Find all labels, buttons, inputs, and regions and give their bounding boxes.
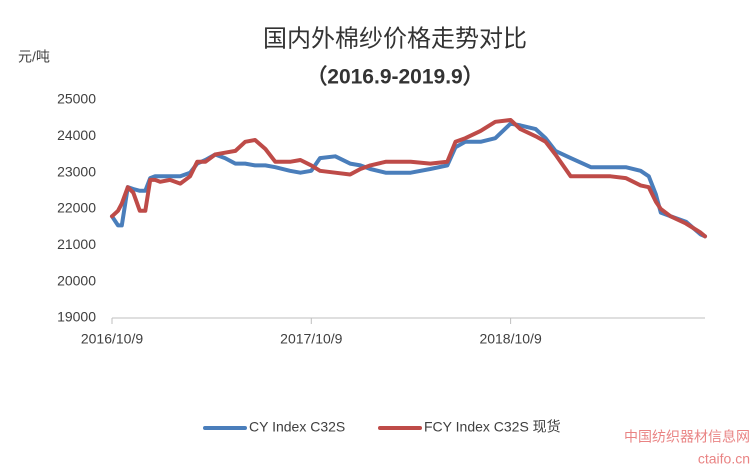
x-tick-label: 2018/10/9 [479, 331, 541, 347]
y-tick-label: 19000 [57, 309, 96, 325]
y-tick-label: 21000 [57, 236, 96, 252]
watermark: 中国纺织器材信息网 [624, 429, 750, 445]
y-tick-label: 23000 [57, 163, 96, 179]
chart-subtitle: （2016.9-2019.9） [306, 65, 483, 89]
y-tick-label: 20000 [57, 272, 96, 288]
legend-label: FCY Index C32S 现货 [424, 419, 561, 435]
y-axis-label: 元/吨 [18, 49, 50, 65]
x-tick-label: 2016/10/9 [81, 331, 143, 347]
y-tick-label: 25000 [57, 91, 96, 107]
series-line [110, 121, 707, 239]
chart-title: 国内外棉纱价格走势对比 [263, 25, 527, 52]
x-tick-label: 2017/10/9 [280, 331, 342, 347]
legend-label: CY Index C32S [249, 419, 345, 435]
watermark: ctaifo.cn [698, 451, 750, 467]
y-tick-label: 24000 [57, 127, 96, 143]
series-line [110, 118, 707, 239]
y-tick-label: 22000 [57, 200, 96, 216]
